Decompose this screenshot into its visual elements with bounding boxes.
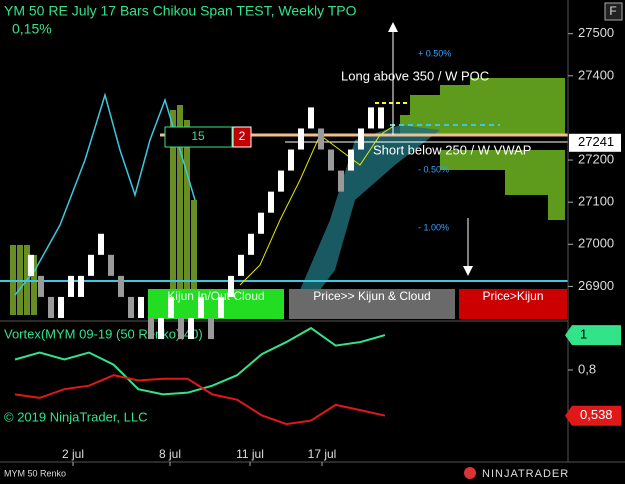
- renko-brick: [188, 318, 194, 340]
- pct-label: + 0.50%: [418, 48, 451, 58]
- renko-brick: [118, 275, 124, 297]
- renko-brick: [278, 170, 284, 192]
- box: [232, 126, 252, 148]
- button[interactable]: [459, 289, 567, 319]
- y-tick-label: 27400: [578, 67, 614, 82]
- renko-brick: [218, 296, 224, 318]
- corner-button[interactable]: [604, 2, 623, 21]
- y-tick-label: 0,8: [578, 361, 596, 376]
- renko-brick: [168, 296, 174, 318]
- button-label: Price>> Kijun & Cloud: [313, 289, 430, 303]
- price-label: 27241: [578, 134, 614, 149]
- renko-brick: [48, 296, 54, 318]
- renko-brick: [138, 296, 144, 318]
- renko-brick: [368, 107, 374, 129]
- instrument: MYM 50 Renko: [4, 468, 66, 478]
- renko-brick: [128, 296, 134, 318]
- y-tick-label: 27200: [578, 151, 614, 166]
- x-tick-label: 17 jul: [308, 447, 337, 461]
- chart-title: YM 50 RE July 17 Bars Chikou Span TEST, …: [4, 3, 357, 19]
- renko-brick: [338, 170, 344, 192]
- renko-brick: [248, 233, 254, 255]
- button[interactable]: [289, 289, 455, 319]
- x-tick-label: 2 jul: [62, 447, 84, 461]
- renko-brick: [298, 128, 304, 150]
- tpo-profile-right: [400, 78, 565, 220]
- price-marker: [569, 133, 621, 152]
- renko-brick: [198, 296, 204, 318]
- value-label: 1: [580, 327, 587, 342]
- chikou-line: [14, 92, 196, 296]
- copyright: © 2019 NinjaTrader, LLC: [4, 409, 148, 424]
- logo-icon: [464, 467, 476, 479]
- renko-brick: [288, 149, 294, 171]
- value-marker: [565, 325, 621, 346]
- box-left: 15: [191, 129, 205, 143]
- pct-label: - 1.00%: [418, 222, 449, 232]
- value-label: 0,538: [580, 407, 613, 422]
- renko-brick: [98, 233, 104, 255]
- change: 0,15%: [12, 21, 52, 37]
- renko-brick: [88, 254, 94, 276]
- box: [164, 126, 233, 148]
- renko-brick: [178, 318, 184, 340]
- renko-brick: [68, 275, 74, 297]
- renko-brick: [78, 275, 84, 297]
- renko-brick: [208, 318, 214, 340]
- renko-brick: [38, 275, 44, 297]
- corner-button-label: F: [609, 4, 616, 18]
- x-tick-label: 8 jul: [159, 447, 181, 461]
- box-right: 2: [239, 129, 246, 143]
- renko-brick: [318, 128, 324, 150]
- x-tick-label: 11 jul: [236, 447, 264, 461]
- renko-brick: [358, 128, 364, 150]
- brand: NINJATRADER: [482, 468, 569, 480]
- renko-brick: [258, 212, 264, 234]
- arrow-up-head: [388, 22, 398, 32]
- note: Short below 250 / W VWAP: [373, 142, 531, 157]
- value-marker: [565, 405, 621, 426]
- renko-brick: [348, 149, 354, 171]
- renko-brick: [158, 318, 164, 340]
- renko-brick: [238, 254, 244, 276]
- renko-brick: [58, 296, 64, 318]
- vortex-line: [14, 374, 386, 426]
- vortex-line: [14, 326, 386, 396]
- button-label: Price>Kijun: [482, 289, 543, 303]
- renko-brick: [228, 275, 234, 297]
- renko-brick: [308, 107, 314, 129]
- renko-brick: [378, 107, 384, 129]
- panel-title: Vortex(MYM 09-19 (50 Renko),40): [4, 326, 203, 341]
- renko-brick: [28, 254, 34, 276]
- pct-label: - 0.50%: [418, 164, 449, 174]
- renko-brick: [108, 254, 114, 276]
- y-tick-label: 27500: [578, 25, 614, 40]
- renko-brick: [268, 191, 274, 213]
- note: Long above 350 / W POC: [341, 68, 489, 83]
- renko-brick: [148, 318, 154, 340]
- y-tick-label: 27100: [578, 194, 614, 209]
- button-label: Kijun In/Out Cloud: [167, 289, 264, 303]
- cloud: [300, 125, 440, 290]
- arrow-down-head: [463, 266, 473, 276]
- y-tick-label: 27000: [578, 236, 614, 251]
- renko-brick: [328, 149, 334, 171]
- y-tick-label: 26900: [578, 278, 614, 293]
